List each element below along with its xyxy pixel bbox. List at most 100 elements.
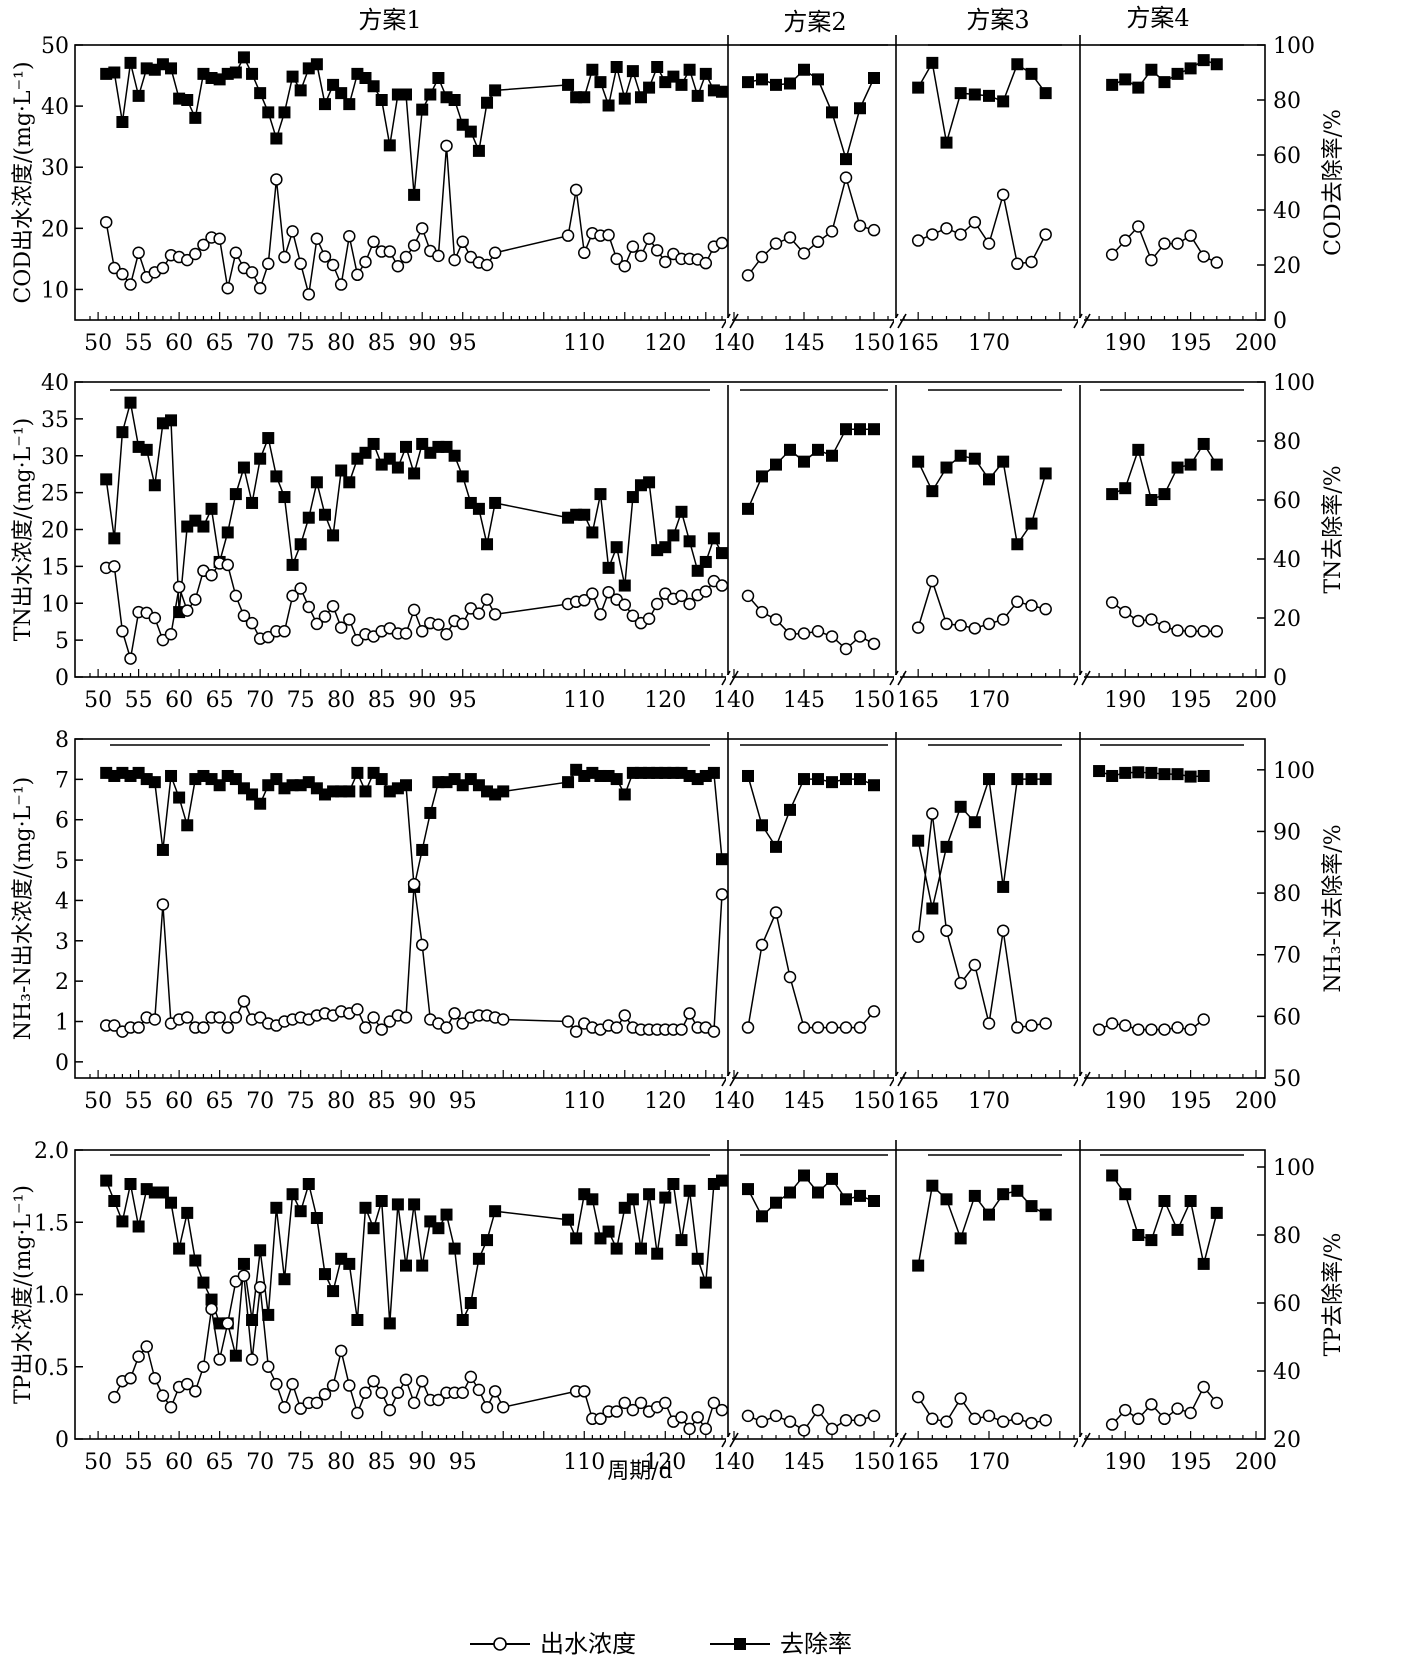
- cod-concentration-point: [343, 230, 356, 243]
- tn-concentration-point: [839, 642, 853, 656]
- cod-ytick-left-label: 50: [41, 34, 69, 59]
- nh3n-concentration-point: [982, 1017, 996, 1030]
- nh3n-removal-point: [1119, 766, 1132, 779]
- cod-removal-point: [262, 106, 275, 119]
- nh3n-concentration-point: [715, 888, 729, 901]
- nh3n-concentration-point: [1092, 1023, 1106, 1036]
- nh3n-concentration-point: [1145, 1023, 1158, 1036]
- tp-removal-point: [1184, 1195, 1197, 1207]
- cod-removal-point: [132, 89, 145, 102]
- tn-concentration-point: [783, 627, 797, 641]
- tp-concentration-point: [456, 1386, 469, 1400]
- tp-xtick-label: 120: [644, 1450, 686, 1475]
- scheme-label-1: 方案1: [358, 6, 421, 34]
- nh3n-removal-point: [798, 773, 810, 786]
- tp-concentration-point: [245, 1353, 259, 1366]
- cod-concentration-point: [561, 229, 575, 242]
- tn-removal-point: [237, 461, 250, 474]
- tp-concentration-point: [432, 1393, 445, 1407]
- nh3n-ytick-left-label: 8: [55, 728, 69, 753]
- tp-removal-point: [464, 1297, 477, 1309]
- nh3n-ytick-left-label: 2: [55, 970, 69, 995]
- cod-removal-point: [643, 81, 656, 94]
- tp-removal-point: [400, 1259, 412, 1272]
- nh3n-concentration-point: [237, 995, 251, 1008]
- tp-removal-point: [156, 1186, 169, 1199]
- nh3n-removal-point: [610, 773, 623, 786]
- tn-removal-point: [997, 455, 1010, 468]
- cod-concentration-point: [741, 269, 755, 282]
- tp-concentration-point: [699, 1422, 713, 1436]
- tn-concentration-point: [108, 560, 121, 573]
- tp-concentration-point: [343, 1379, 356, 1392]
- tn-removal-point: [1011, 538, 1024, 551]
- tp-removal-point: [868, 1195, 880, 1207]
- cod-concentration-point: [1210, 256, 1224, 269]
- nh3n-concentration-point: [968, 958, 982, 972]
- nh3n-concentration-point: [940, 924, 953, 937]
- tn-removal-point: [1197, 437, 1210, 450]
- nh3n-xtick-label: 50: [84, 1089, 112, 1114]
- tp-concentration-point: [205, 1302, 218, 1316]
- tn-removal-point: [798, 455, 810, 468]
- nh3n-axis-break-mark: [897, 1071, 907, 1087]
- nh3n-axis-break-gap: [894, 1076, 900, 1081]
- cod-removal-point: [432, 72, 445, 84]
- nh3n-removal-point: [156, 843, 169, 856]
- tn-removal-point: [318, 508, 331, 521]
- cod-removal-point: [840, 153, 852, 166]
- cod-concentration-point: [783, 231, 797, 244]
- nh3n-concentration-point: [996, 924, 1010, 937]
- scheme-label-4: 方案4: [1126, 4, 1189, 32]
- cod-removal-point: [618, 92, 631, 105]
- tp-removal-point: [173, 1242, 186, 1255]
- tp-removal-point: [432, 1222, 445, 1235]
- tp-concentration-point: [124, 1372, 137, 1385]
- cod-removal-point: [926, 56, 939, 69]
- cod-removal-point: [610, 61, 623, 73]
- tn-axis-break-gap: [726, 675, 732, 680]
- tn-concentration-point: [1025, 599, 1038, 612]
- nh3n-xtick-label: 165: [897, 1089, 939, 1114]
- nh3n-removal-point: [400, 779, 412, 792]
- tp-removal-point: [784, 1186, 796, 1199]
- tp-xtick-label: 165: [897, 1450, 939, 1475]
- cod-removal-point: [983, 89, 995, 102]
- tp-removal-point: [940, 1193, 953, 1206]
- tp-removal-point: [1106, 1169, 1119, 1182]
- tn-concentration-point: [825, 630, 839, 643]
- nh3n-concentration-point: [911, 930, 925, 943]
- cod-concentration-point: [278, 250, 291, 264]
- tp-removal-point: [205, 1293, 218, 1306]
- nh3n-xtick-label: 70: [246, 1089, 274, 1114]
- tn-concentration-point: [480, 593, 494, 606]
- cod-ytick-right-label: 40: [1273, 199, 1301, 224]
- tn-removal-point: [578, 508, 591, 521]
- tp-concentration-point: [1158, 1412, 1171, 1426]
- tp-concentration-point: [496, 1400, 510, 1414]
- tn-axis-break-mark: [729, 670, 739, 686]
- nh3n-concentration-point: [1132, 1023, 1145, 1036]
- tp-axis-break-gap: [726, 1437, 732, 1442]
- nh3n-ytick-left-label: 1: [55, 1011, 69, 1036]
- tp-removal-line: [747, 1174, 875, 1218]
- tp-concentration-point: [755, 1415, 769, 1428]
- tp-concentration-point: [911, 1390, 925, 1404]
- tp-removal-point: [132, 1220, 145, 1233]
- tn-removal-point: [100, 473, 113, 486]
- cod-removal-point: [1011, 58, 1024, 71]
- cod-concentration-point: [318, 250, 332, 263]
- tn-removal-point: [335, 464, 348, 477]
- nh3n-concentration-point: [561, 1015, 575, 1028]
- tn-removal-point: [854, 423, 866, 436]
- tp-concentration-point: [707, 1396, 721, 1410]
- cod-xtick-label: 95: [449, 331, 477, 356]
- nh3n-concentration-point: [1039, 1017, 1052, 1030]
- tp-removal-point: [912, 1259, 925, 1272]
- tn-concentration-point: [853, 630, 867, 643]
- cod-concentration-point: [1011, 257, 1024, 271]
- tn-xtick-label: 150: [853, 688, 895, 713]
- cod-ytick-left-label: 30: [41, 156, 69, 181]
- cod-concentration-point: [1105, 248, 1119, 261]
- tn-concentration-point: [940, 617, 953, 631]
